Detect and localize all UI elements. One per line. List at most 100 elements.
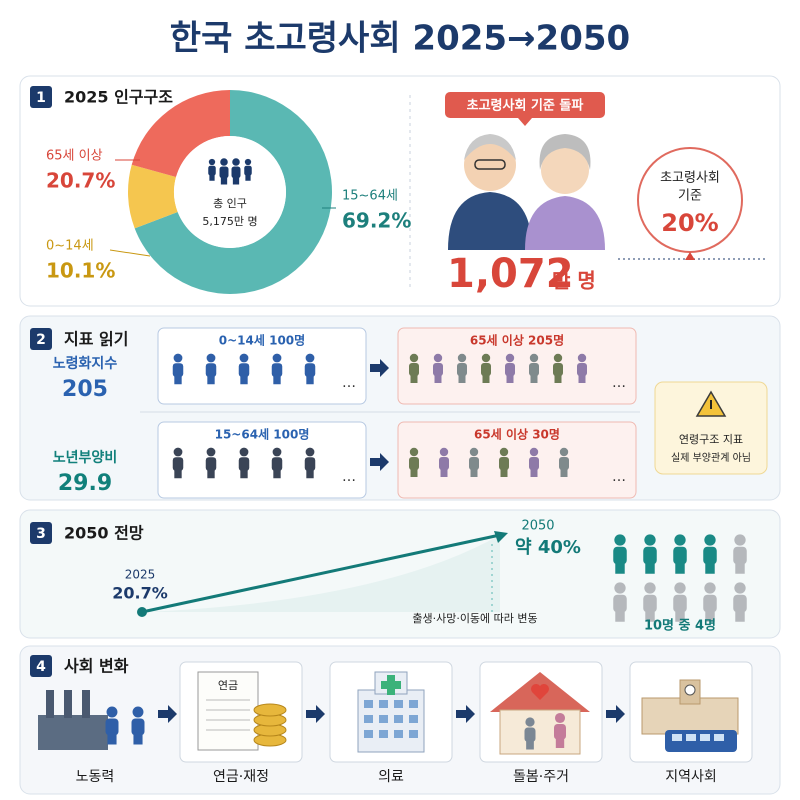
badge	[445, 92, 605, 118]
legs	[555, 737, 565, 748]
person-icon	[231, 158, 241, 185]
label: 초고령사회 기준 돌파	[467, 98, 584, 114]
legs	[615, 561, 625, 574]
label: 20.7%	[46, 169, 115, 193]
bus-window	[686, 734, 696, 741]
window	[394, 715, 403, 723]
grandma-body	[525, 196, 605, 250]
body	[433, 363, 443, 376]
window	[364, 730, 373, 738]
chimney	[64, 690, 72, 718]
legs	[530, 374, 538, 383]
arrow	[158, 705, 177, 723]
body	[733, 594, 747, 613]
note-box	[654, 381, 768, 475]
legs	[107, 732, 117, 745]
window	[379, 715, 388, 723]
head	[554, 712, 566, 724]
label: 10명 중 4명	[644, 618, 716, 634]
window	[394, 730, 403, 738]
person-icon	[205, 447, 217, 479]
body	[457, 363, 467, 376]
leader	[109, 249, 151, 257]
ellipsis: …	[612, 375, 626, 391]
line	[141, 533, 501, 614]
heart	[531, 684, 549, 700]
body	[205, 457, 217, 471]
head	[272, 353, 282, 363]
chimney	[82, 690, 90, 718]
label: 15~64세	[342, 189, 398, 204]
head	[614, 534, 626, 546]
head	[559, 447, 569, 457]
label: 노년부양비	[53, 450, 117, 466]
body	[643, 546, 657, 565]
body	[554, 724, 566, 740]
label: 지표 읽기	[64, 330, 128, 349]
head	[704, 534, 716, 546]
person-icon	[131, 706, 145, 745]
label: 돌봄·주거	[513, 769, 569, 785]
body	[304, 363, 316, 377]
body	[105, 718, 119, 736]
body	[553, 363, 563, 376]
body	[131, 718, 145, 736]
head	[505, 353, 515, 363]
head	[614, 582, 626, 594]
body	[613, 594, 627, 613]
head	[132, 706, 144, 718]
group-box	[397, 421, 637, 499]
legs	[273, 468, 281, 479]
body	[673, 594, 687, 613]
legs	[735, 561, 745, 574]
head	[704, 582, 716, 594]
head	[409, 353, 419, 363]
body	[559, 457, 569, 470]
person-icon	[505, 353, 515, 383]
label: 0~14세 100명	[219, 333, 305, 348]
legs	[209, 174, 215, 181]
area	[142, 535, 500, 612]
person-icon	[271, 447, 283, 479]
title: 한국 초고령사회 2025→2050	[170, 19, 630, 59]
legs	[530, 468, 538, 477]
body	[244, 165, 252, 176]
head	[734, 534, 746, 546]
body	[172, 363, 184, 377]
body	[673, 546, 687, 565]
head	[305, 353, 315, 363]
legs	[615, 609, 625, 622]
person-icon	[172, 353, 184, 385]
label: 10.1%	[46, 259, 115, 283]
head	[674, 534, 686, 546]
group-box	[397, 327, 637, 405]
person-icon	[205, 353, 217, 385]
window	[379, 730, 388, 738]
head	[173, 353, 183, 363]
grandpa-body	[448, 192, 532, 250]
legs	[470, 468, 478, 477]
body	[481, 363, 491, 376]
head	[481, 353, 491, 363]
bus-window	[672, 734, 682, 741]
person-icon	[529, 353, 539, 383]
legs	[645, 609, 655, 622]
body	[469, 457, 479, 470]
body	[613, 546, 627, 565]
person-icon	[409, 447, 419, 477]
label: 약 40%	[515, 536, 581, 558]
arrow-head	[494, 531, 508, 543]
label: 2025	[125, 568, 156, 582]
body	[208, 165, 216, 176]
head	[553, 353, 563, 363]
person-icon	[219, 158, 229, 185]
person-icon	[554, 712, 566, 748]
body	[205, 363, 217, 377]
head	[220, 158, 228, 166]
donut-slice	[134, 90, 332, 295]
arrow	[456, 705, 475, 723]
body	[271, 457, 283, 471]
body	[238, 457, 250, 471]
person-icon	[529, 447, 539, 477]
